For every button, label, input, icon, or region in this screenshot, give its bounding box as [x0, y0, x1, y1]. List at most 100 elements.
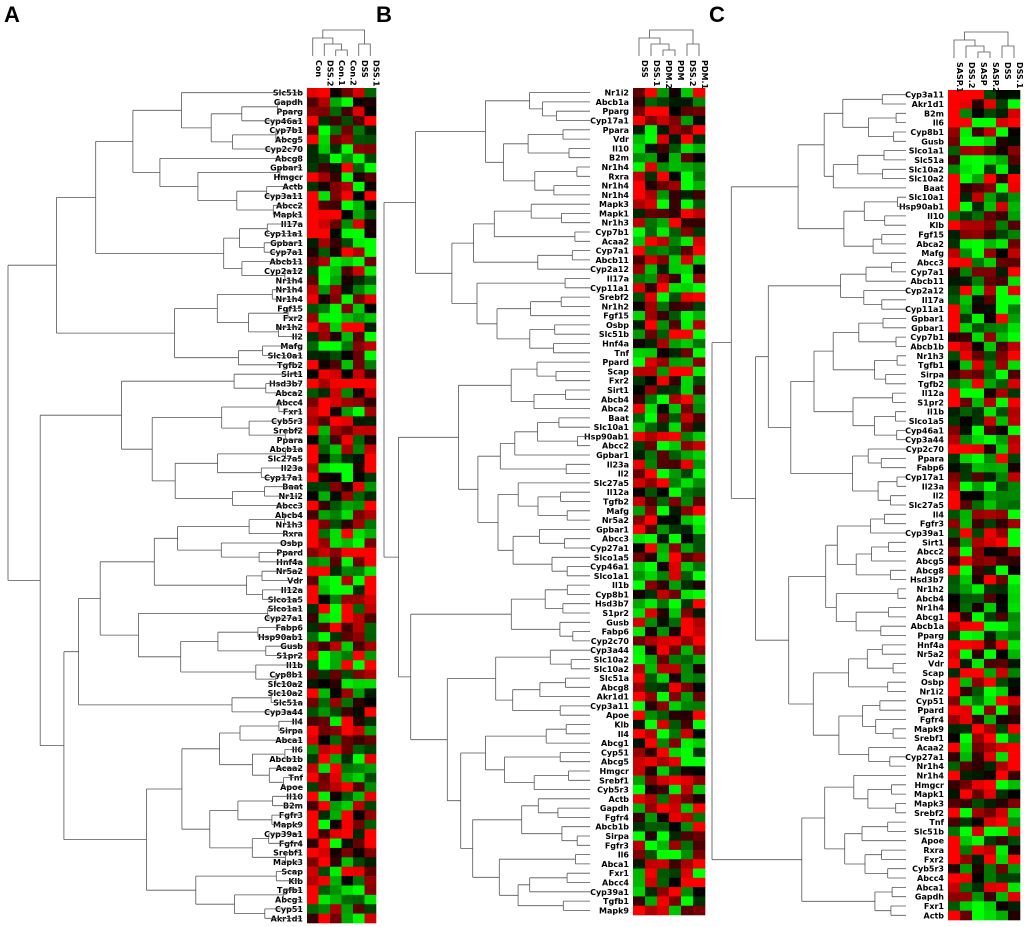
- heatmap-cell: [330, 322, 342, 333]
- heatmap-cell: [693, 580, 706, 591]
- heatmap-cell: [364, 397, 377, 408]
- heatmap-cell: [645, 459, 658, 470]
- heatmap-cell: [353, 209, 365, 220]
- heatmap-cell: [972, 229, 985, 240]
- heatmap-cell: [972, 239, 985, 249]
- heatmap-cell: [693, 320, 706, 330]
- heatmap-cell: [996, 649, 1009, 660]
- heatmap-cell: [353, 256, 365, 267]
- heatmap-cell: [1008, 295, 1021, 305]
- heatmap-cell: [330, 200, 342, 211]
- row-label: Nr1h2: [276, 323, 303, 332]
- heatmap-cell: [645, 654, 658, 665]
- row-label: Srebf1: [273, 849, 303, 858]
- row-label: Srebf2: [914, 809, 944, 818]
- row-label: Nr1i2: [604, 89, 629, 98]
- heatmap-cell: [681, 784, 694, 795]
- heatmap-cell: [996, 491, 1009, 501]
- row-label: Slc51a: [599, 674, 629, 683]
- row-label: Abcc3: [602, 535, 629, 544]
- heatmap-cell: [948, 584, 961, 594]
- heatmap-cell: [960, 836, 973, 846]
- row-label: Hsp90ab1: [899, 203, 944, 212]
- heatmap-cell: [353, 716, 365, 727]
- heatmap-cell: [353, 894, 365, 905]
- heatmap-cell: [948, 780, 961, 790]
- heatmap-cell: [364, 791, 377, 802]
- heatmap-cell: [1008, 257, 1021, 268]
- heatmap-cell: [330, 782, 342, 792]
- row-label: Slco1a1: [594, 572, 630, 581]
- heatmap-cell: [669, 580, 682, 591]
- heatmap-cell: [1008, 789, 1021, 800]
- heatmap-cell: [645, 106, 658, 117]
- heatmap-cell: [645, 199, 658, 210]
- row-label: Fgf15: [603, 312, 629, 321]
- row-label: Fxr1: [283, 408, 304, 417]
- heatmap-cell: [307, 472, 319, 483]
- heatmap-cell: [657, 88, 670, 98]
- heatmap-cell: [948, 602, 961, 613]
- heatmap-cell: [645, 171, 658, 182]
- heatmap-cell: [948, 285, 961, 296]
- heatmap-cell: [633, 515, 646, 526]
- heatmap-cell: [353, 585, 365, 595]
- row-label: Slc27a5: [594, 479, 630, 488]
- heatmap-cell: [693, 794, 706, 804]
- heatmap-cell: [645, 190, 658, 200]
- heatmap-cell: [307, 163, 319, 173]
- heatmap-cell: [1008, 267, 1021, 277]
- heatmap-cell: [984, 463, 997, 473]
- heatmap-cell: [353, 303, 365, 314]
- heatmap-cell: [341, 829, 354, 839]
- row-label: Slc51b: [273, 89, 303, 98]
- heatmap-cell: [960, 323, 973, 333]
- row-label: Cyp7a1: [270, 248, 304, 257]
- heatmap-cell: [669, 738, 682, 749]
- heatmap-cell: [984, 341, 997, 352]
- heatmap-cell: [318, 191, 331, 201]
- heatmap-cell: [1008, 397, 1021, 408]
- heatmap-cell: [353, 453, 365, 464]
- heatmap-cell: [330, 829, 342, 839]
- heatmap-cell: [984, 127, 997, 137]
- heatmap-cell: [681, 710, 694, 721]
- heatmap-cell: [318, 876, 331, 886]
- heatmap-cell: [1008, 892, 1021, 902]
- heatmap-cell: [657, 543, 670, 553]
- heatmap-cell: [645, 868, 658, 879]
- heatmap-cell: [960, 351, 973, 361]
- heatmap-cell: [960, 817, 973, 828]
- heatmap-cell: [669, 218, 682, 228]
- heatmap-cell: [972, 388, 985, 399]
- heatmap-cell: [669, 125, 682, 135]
- row-label: Abcc4: [276, 398, 303, 407]
- heatmap-cell: [681, 626, 694, 637]
- row-label: Cyp27a1: [264, 614, 303, 623]
- heatmap-cell: [307, 885, 319, 896]
- heatmap-cell: [948, 136, 961, 147]
- heatmap-cell: [353, 754, 365, 764]
- heatmap-cell: [307, 585, 319, 595]
- heatmap-cell: [669, 376, 682, 386]
- heatmap-cell: [984, 145, 997, 156]
- heatmap-cell: [681, 729, 694, 739]
- heatmap-cell: [948, 145, 961, 156]
- heatmap-cell: [972, 416, 985, 427]
- heatmap-cell: [341, 810, 354, 821]
- heatmap-cell: [353, 378, 365, 389]
- heatmap-cell: [996, 752, 1009, 762]
- heatmap-cell: [984, 155, 997, 165]
- heatmap-cell: [1008, 584, 1021, 594]
- heatmap-cell: [693, 496, 706, 507]
- heatmap-cell: [307, 650, 319, 661]
- heatmap-cell: [1008, 742, 1021, 753]
- heatmap-cell: [364, 266, 377, 276]
- row-label: Cyp8b1: [910, 128, 944, 137]
- heatmap-cell: [948, 313, 961, 324]
- row-label: Cyp2c70: [265, 145, 304, 154]
- panel-label-a: A: [4, 2, 20, 27]
- row-label: Slc51b: [914, 827, 944, 836]
- heatmap-cell: [657, 691, 670, 702]
